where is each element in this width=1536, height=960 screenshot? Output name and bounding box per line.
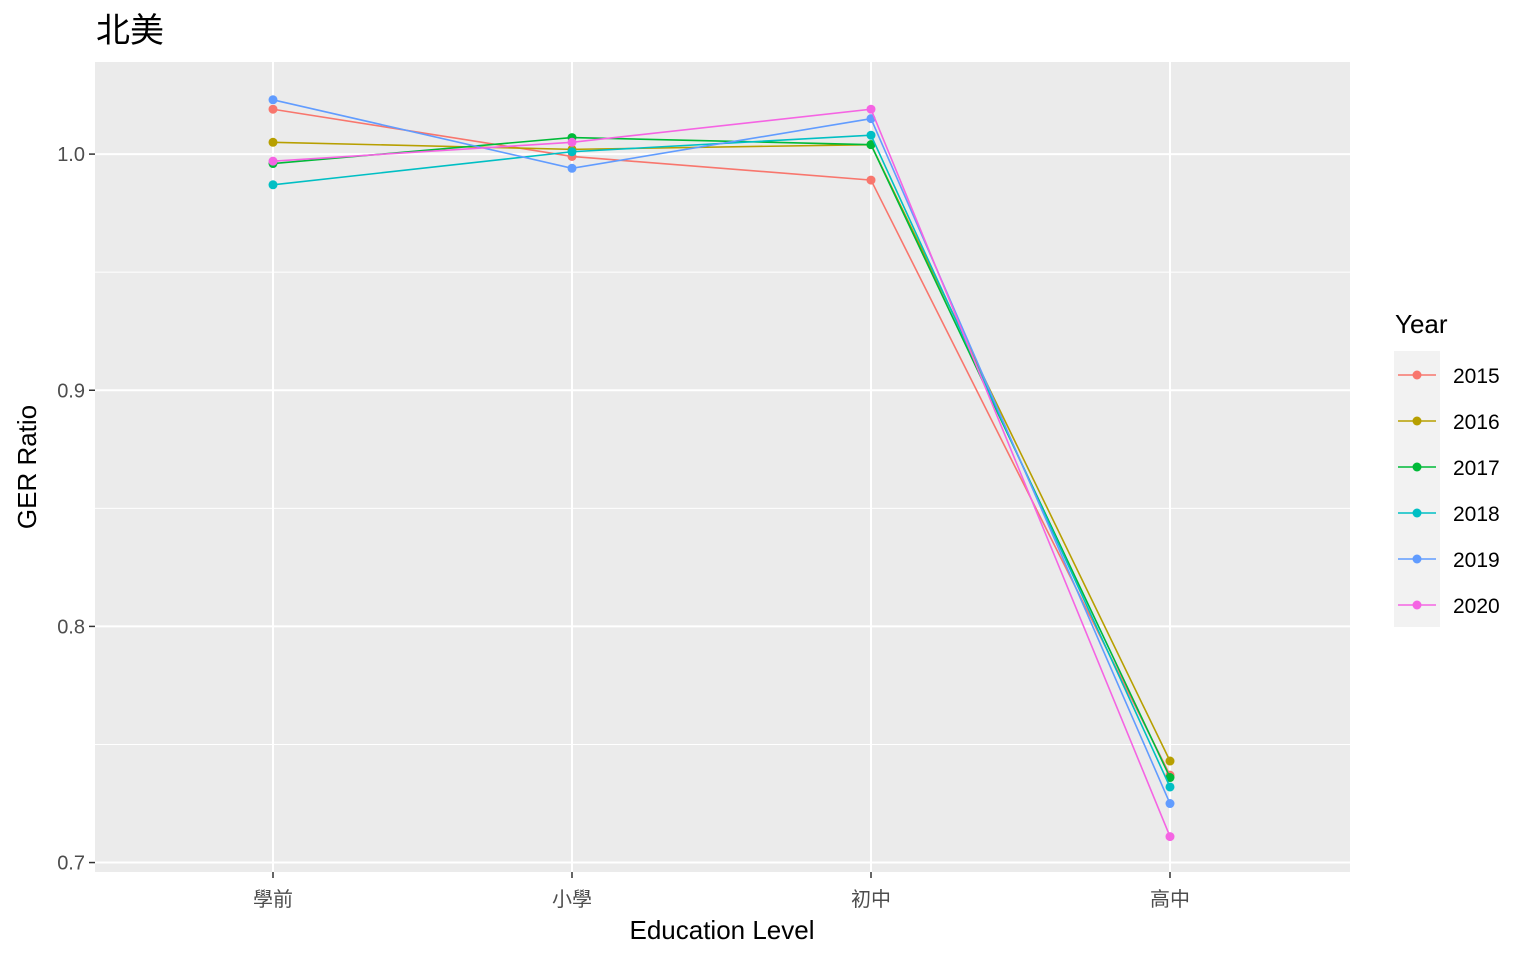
legend-key-point: [1412, 508, 1422, 518]
legend-item: 2015: [1398, 365, 1500, 388]
y-tick-label: 0.7: [57, 853, 85, 875]
chart-title: 北美: [96, 11, 164, 51]
data-point: [268, 180, 278, 190]
series-group: [268, 95, 1175, 842]
data-point: [567, 147, 577, 157]
data-point: [1165, 782, 1175, 792]
data-point: [268, 104, 278, 114]
legend-item: 2020: [1398, 595, 1500, 618]
series-line: [272, 108, 1171, 776]
legend-key-point: [1412, 554, 1422, 564]
series-2020: [268, 104, 1175, 842]
legend-label: 2016: [1453, 411, 1500, 434]
data-point: [268, 137, 278, 147]
y-tick-label: 1.0: [57, 144, 85, 166]
x-tick-label: 學前: [253, 887, 293, 911]
legend-item: 2017: [1398, 457, 1500, 480]
legend: Year 2015 2016 2017 2018 2019 2020: [1394, 309, 1500, 627]
data-point: [866, 175, 876, 185]
data-point: [866, 130, 876, 140]
grid-minor: [95, 271, 1350, 745]
series-line: [272, 141, 1171, 762]
x-axis-title: Education Level: [629, 915, 814, 945]
series-2019: [268, 95, 1175, 809]
series-line: [272, 99, 1171, 804]
legend-label: 2017: [1453, 457, 1500, 480]
legend-items: 2015 2016 2017 2018 2019 2020: [1398, 365, 1500, 618]
data-point: [1165, 756, 1175, 766]
grid-major: [95, 62, 1350, 872]
y-axis-title: GER Ratio: [12, 405, 42, 529]
data-point: [567, 163, 577, 173]
legend-key-point: [1412, 416, 1422, 426]
legend-title: Year: [1395, 309, 1448, 339]
legend-item: 2019: [1398, 549, 1500, 572]
legend-key-point: [1412, 370, 1422, 380]
y-tick-label: 0.8: [57, 616, 85, 638]
legend-background: [1394, 351, 1440, 627]
legend-item: 2016: [1398, 411, 1500, 434]
data-point: [1165, 799, 1175, 809]
x-tick-label: 初中: [851, 887, 891, 911]
x-tick-label: 高中: [1150, 887, 1190, 911]
x-axis: 學前 小學 初中 高中: [253, 872, 1190, 911]
legend-label: 2015: [1453, 365, 1500, 388]
data-point: [268, 156, 278, 166]
legend-label: 2020: [1453, 595, 1500, 618]
legend-key-point: [1412, 600, 1422, 610]
legend-label: 2018: [1453, 503, 1500, 526]
legend-item: 2018: [1398, 503, 1500, 526]
y-tick-label: 0.9: [57, 380, 85, 402]
data-point: [866, 140, 876, 150]
data-point: [866, 104, 876, 114]
x-tick-label: 小學: [552, 887, 592, 911]
data-point: [268, 95, 278, 105]
series-line: [272, 108, 1171, 837]
legend-label: 2019: [1453, 549, 1500, 572]
data-point: [567, 137, 577, 147]
y-axis: 0.7 0.8 0.9 1.0: [57, 144, 95, 875]
data-point: [1165, 832, 1175, 842]
legend-key-point: [1412, 462, 1422, 472]
data-point: [1165, 773, 1175, 783]
